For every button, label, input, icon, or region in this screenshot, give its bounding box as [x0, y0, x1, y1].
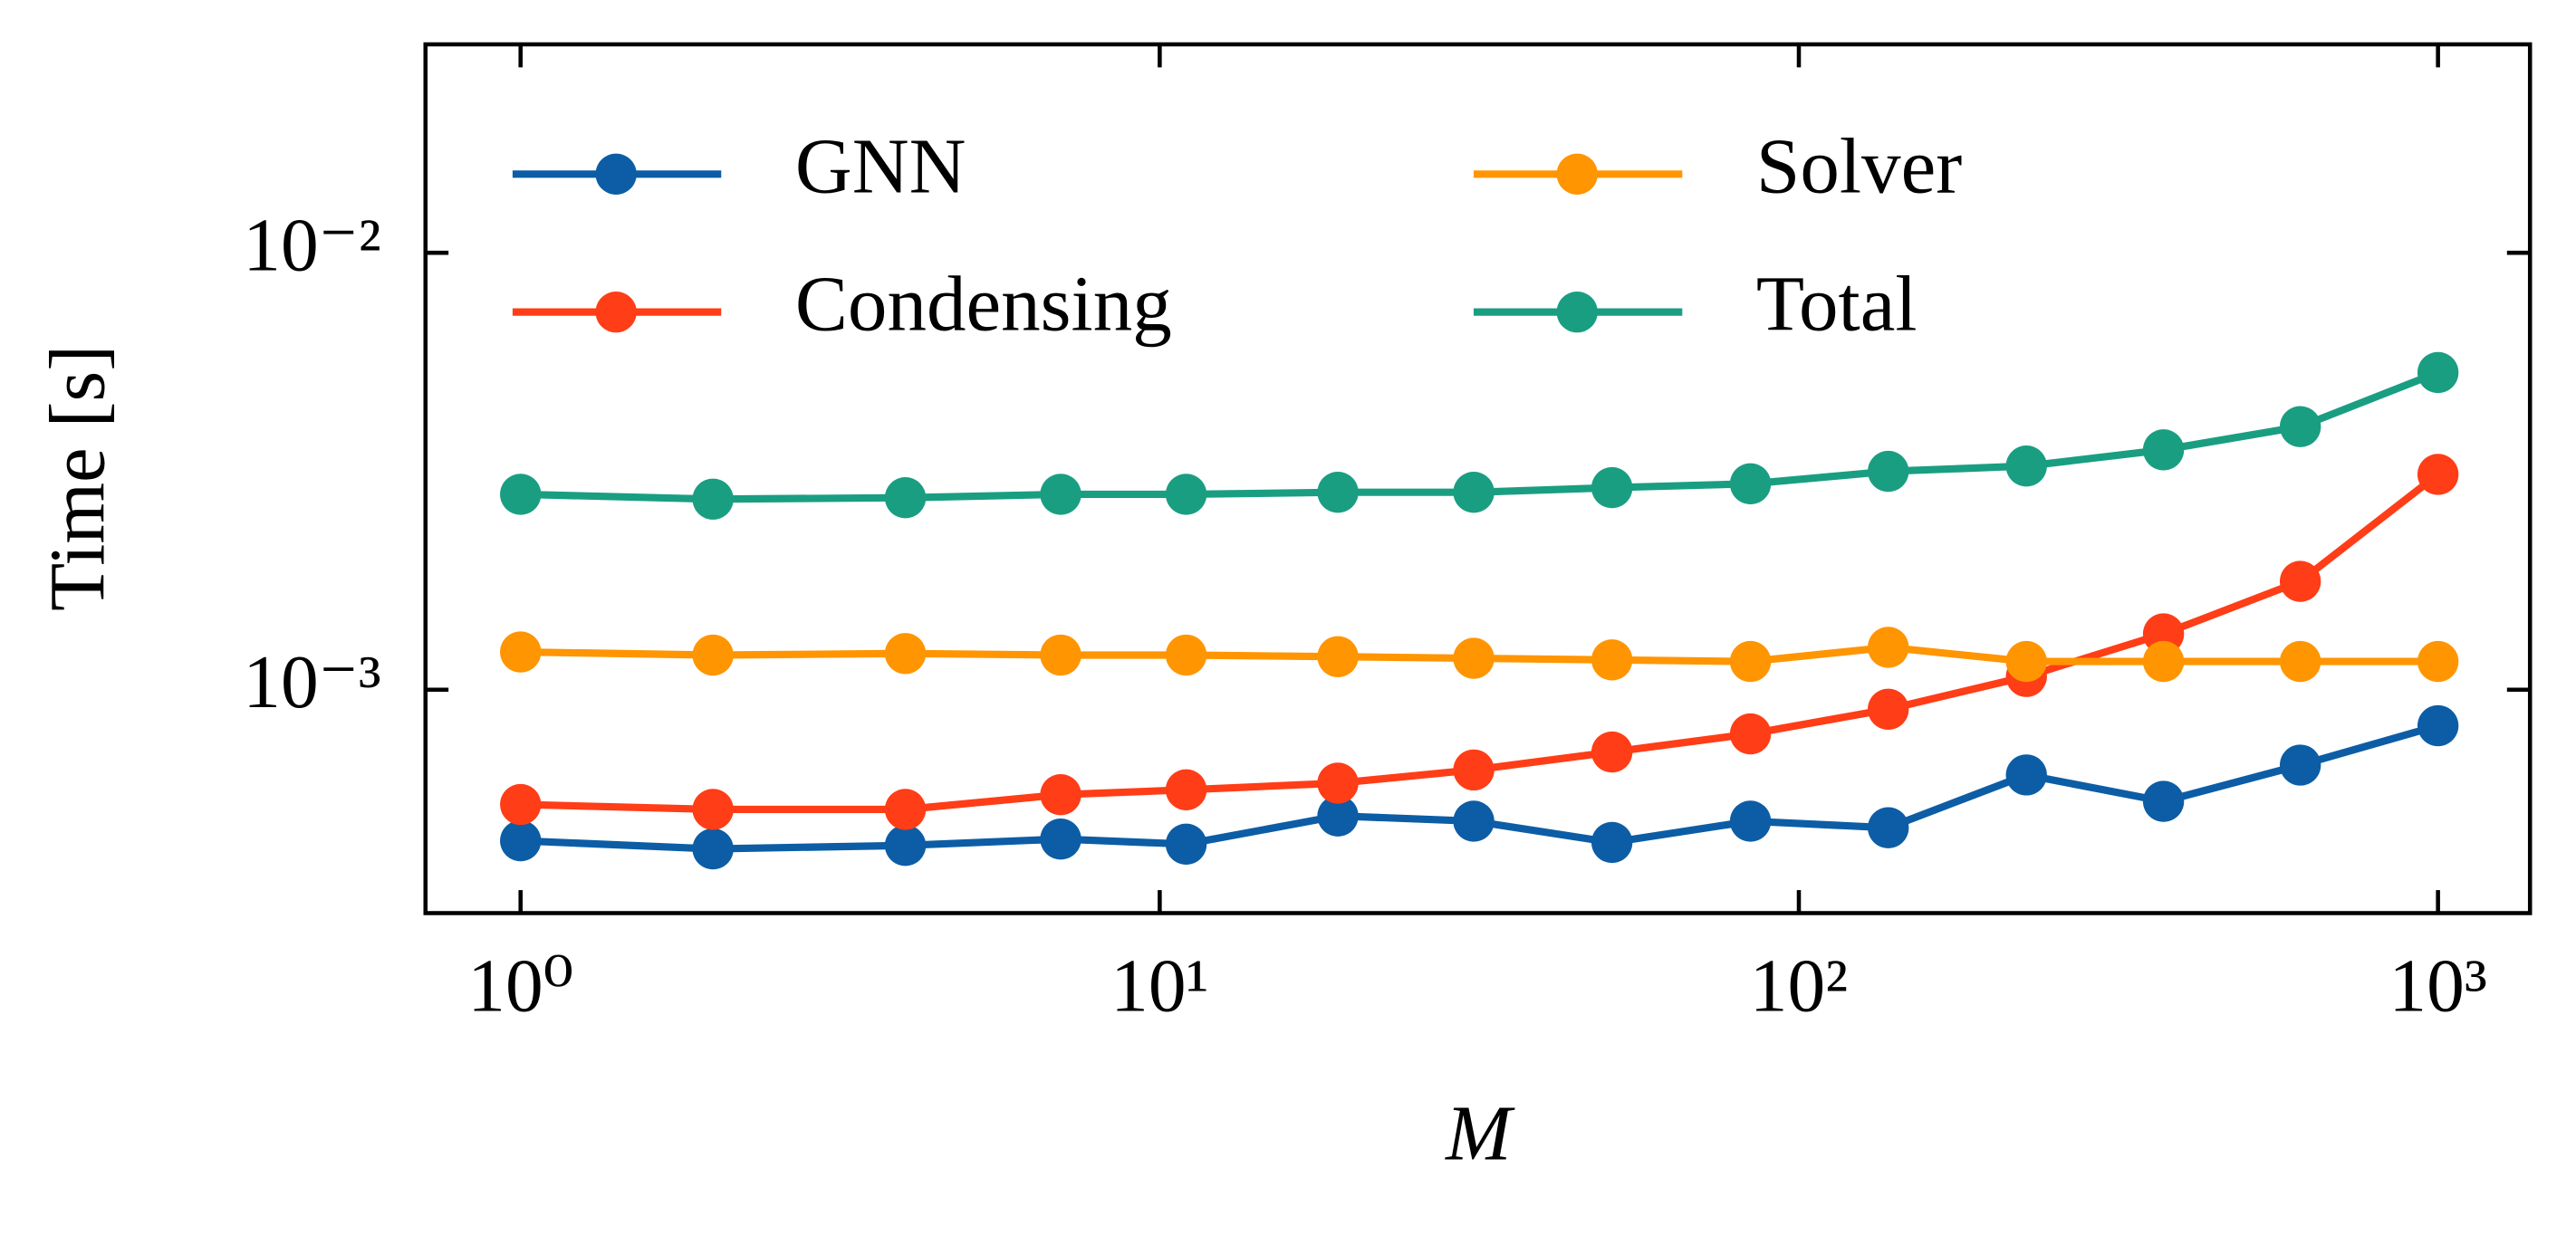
data-point: [2005, 640, 2047, 683]
legend-label: Total: [1756, 260, 1918, 348]
series-line: [520, 643, 2438, 665]
data-point: [2417, 704, 2459, 747]
legend-marker: [1556, 291, 1598, 333]
data-point: [500, 474, 542, 515]
data-point: [1868, 807, 1909, 848]
data-point: [884, 825, 927, 866]
data-point: [1868, 688, 1909, 730]
data-point: [1317, 636, 1359, 677]
legend-marker: [595, 153, 637, 195]
series-line: [520, 722, 2439, 853]
x-tick-label: 10¹: [1110, 944, 1208, 1028]
x-tick-label: 10²: [1750, 944, 1848, 1028]
data-point: [692, 828, 734, 870]
data-point: [884, 477, 927, 519]
data-point: [1729, 640, 1772, 683]
data-point: [2417, 640, 2459, 683]
data-point: [500, 783, 542, 826]
data-point: [1453, 637, 1495, 679]
series-line: [520, 471, 2441, 814]
data-point: [1317, 762, 1359, 804]
data-point: [2279, 640, 2321, 683]
data-point: [1040, 634, 1081, 676]
data-point: [1317, 472, 1359, 513]
data-point: [2005, 754, 2047, 796]
legend-marker: [595, 291, 637, 333]
y-tick-label: 10⁻²: [243, 204, 380, 287]
data-point: [1040, 474, 1081, 515]
legend-label: Solver: [1756, 121, 1962, 209]
legend-marker: [1556, 153, 1598, 195]
data-point: [1591, 821, 1633, 864]
data-point: [884, 789, 927, 830]
legend-label: Condensing: [795, 260, 1172, 348]
y-tick-label: 10⁻³: [243, 641, 380, 724]
data-point: [1591, 466, 1633, 509]
data-point: [1040, 773, 1081, 816]
data-point: [2142, 780, 2185, 822]
data-point: [2279, 406, 2321, 447]
data-point: [500, 819, 542, 862]
data-point: [1591, 731, 1633, 773]
x-tick-label: 10³: [2389, 944, 2486, 1028]
data-point: [1453, 472, 1495, 513]
data-point: [1591, 639, 1633, 681]
x-tick-label: 10⁰: [467, 944, 573, 1028]
data-point: [1317, 795, 1359, 837]
data-point: [884, 633, 927, 675]
data-point: [1729, 463, 1772, 504]
data-point: [1729, 713, 1772, 755]
data-point: [1165, 769, 1207, 810]
data-point: [692, 789, 734, 830]
data-point: [2279, 744, 2321, 786]
data-point: [1868, 450, 1909, 493]
data-point: [2142, 429, 2185, 471]
data-point: [1729, 800, 1772, 842]
data-point: [500, 631, 542, 673]
x-axis-label: M: [1444, 1089, 1515, 1177]
data-point: [1453, 749, 1495, 791]
data-point: [2279, 560, 2321, 602]
data-point: [2417, 351, 2459, 394]
data-point: [1040, 819, 1081, 860]
legend-label: GNN: [795, 121, 966, 209]
plot-frame: [423, 42, 2533, 915]
data-point: [1165, 634, 1207, 676]
data-point: [2417, 454, 2459, 495]
data-point: [1453, 800, 1495, 842]
data-point: [1868, 627, 1909, 668]
data-point: [2142, 640, 2185, 683]
y-axis-label: Time [s]: [33, 345, 120, 611]
data-point: [2005, 445, 2047, 487]
data-point: [1165, 823, 1207, 865]
series-line: [520, 369, 2440, 503]
data-point: [692, 634, 734, 676]
data-point: [1165, 474, 1207, 515]
data-point: [692, 478, 734, 520]
